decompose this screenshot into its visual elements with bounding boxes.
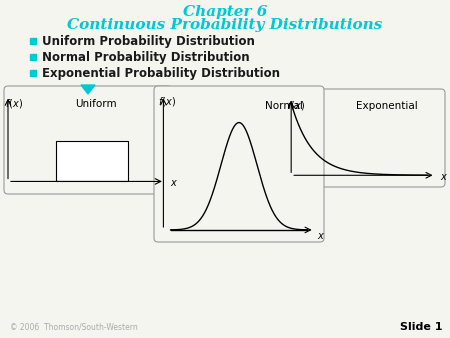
Text: Continuous Probability Distributions: Continuous Probability Distributions [68,18,382,32]
Text: Exponential Probability Distribution: Exponential Probability Distribution [42,67,280,79]
FancyBboxPatch shape [4,86,172,194]
Text: $x$: $x$ [170,178,178,188]
Text: Exponential: Exponential [356,101,418,111]
Bar [30,70,36,76]
Text: $f(x)$: $f(x)$ [5,97,23,110]
Text: $f(x)$: $f(x)$ [287,99,305,112]
Bar [30,38,36,44]
Text: Uniform Probability Distribution: Uniform Probability Distribution [42,34,255,48]
Text: © 2006  Thomson/South-Western: © 2006 Thomson/South-Western [10,323,138,332]
Text: Chapter 6: Chapter 6 [183,5,267,19]
Text: Uniform: Uniform [75,99,117,108]
FancyBboxPatch shape [279,89,445,187]
Bar [56,141,128,182]
Text: $x$: $x$ [317,231,325,241]
FancyBboxPatch shape [154,86,324,242]
Text: $f(x)$: $f(x)$ [158,95,176,108]
Polygon shape [81,85,95,94]
Bar [30,54,36,60]
Text: Normal Probability Distribution: Normal Probability Distribution [42,50,250,64]
Text: Slide 1: Slide 1 [400,322,442,332]
Text: $x$: $x$ [440,172,448,182]
Text: Normal: Normal [265,101,303,111]
